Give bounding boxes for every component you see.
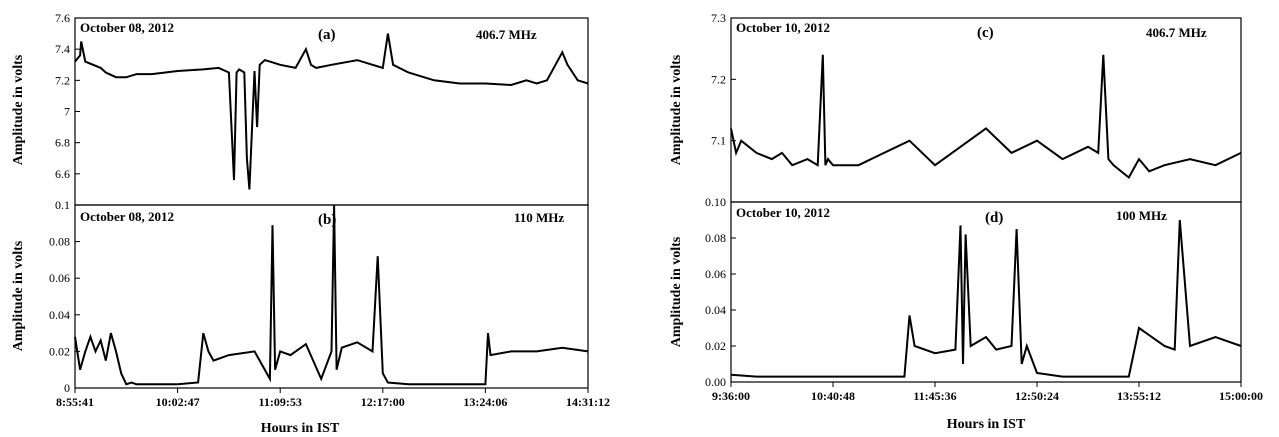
- xtick-label: 10:40:48: [811, 389, 855, 403]
- panel-a-date: October 08, 2012: [80, 20, 174, 35]
- ytick-label: 6.8: [55, 136, 70, 150]
- panel-c-ylabel: Amplitude in volts: [669, 54, 684, 165]
- panel-b: 0 0.02 0.04 0.06 0.08 0.1 8:55:41 10:02:47 11:09…: [11, 198, 610, 409]
- xtick-label: 13:24:06: [463, 395, 507, 409]
- panel-d-ticks: 0.00 0.02 0.04 0.06 0.08 0.10 9:36:00 10:40:48 1…: [705, 195, 1263, 403]
- ytick-label: 0.10: [705, 195, 726, 209]
- xtick-label: 12:17:00: [361, 395, 405, 409]
- left-xlabel: Hours in IST: [261, 421, 340, 436]
- ytick-label: 7.3: [711, 11, 726, 25]
- ytick-label: 0.04: [705, 303, 726, 317]
- panel-d-frame: [730, 201, 1242, 383]
- xtick-label: 15:00:00: [1219, 389, 1263, 403]
- ytick-label: 0.04: [49, 308, 70, 322]
- xtick-label: 13:55:12: [1117, 389, 1161, 403]
- panel-c-yticks: 7.1 7.2 7.3: [711, 11, 736, 148]
- panel-a-label: (a): [318, 27, 336, 43]
- xtick-label: 8:55:41: [56, 395, 94, 409]
- ytick-label: 0.1: [55, 198, 70, 212]
- ytick-label: 0.08: [49, 235, 70, 249]
- panel-c-series-line: [730, 54, 1242, 180]
- xtick-label: 10:02:47: [156, 395, 200, 409]
- ytick-label: 0.06: [49, 271, 70, 285]
- panel-c-frequency: 406.7 MHz: [1146, 25, 1207, 40]
- ytick-label: 0.08: [705, 231, 726, 245]
- panel-d: 0.00 0.02 0.04 0.06 0.08 0.10 9:36:00 10:40:48 1…: [669, 195, 1263, 403]
- panel-b-ylabel: Amplitude in volts: [11, 240, 26, 351]
- panel-b-ticks: 0 0.02 0.04 0.06 0.08 0.1 8:55:41 10:02:47 11:09…: [49, 198, 610, 409]
- panel-a-frame: [74, 17, 589, 206]
- ytick-label: 7.2: [55, 73, 70, 87]
- ytick-label: 0.02: [705, 339, 726, 353]
- panel-b-frame: [74, 204, 589, 389]
- ytick-label: 0: [64, 381, 70, 395]
- xtick-label: 14:31:12: [566, 395, 610, 409]
- panel-d-label: (d): [985, 210, 1003, 226]
- panel-d-frequency: 100 MHz: [1116, 208, 1167, 223]
- xtick-label: 11:09:53: [259, 395, 302, 409]
- ytick-label: 0.06: [705, 267, 726, 281]
- panel-a-series-line: [74, 33, 589, 190]
- panel-b-series-line: [74, 204, 589, 386]
- panel-a-frequency: 406.7 MHz: [476, 27, 537, 42]
- panel-c: 7.1 7.2 7.3 October 10, 2012 (c) 406.7 MHz…: [669, 11, 1242, 203]
- ytick-label: 7: [64, 105, 70, 119]
- panel-d-series-line: [730, 219, 1242, 378]
- xtick-label: 9:36:00: [712, 389, 750, 403]
- xtick-label: 11:45:36: [913, 389, 956, 403]
- ytick-label: 0.00: [705, 375, 726, 389]
- xtick-label: 12:50:24: [1015, 389, 1059, 403]
- panel-d-ylabel: Amplitude in volts: [669, 236, 684, 347]
- panel-b-date: October 08, 2012: [80, 209, 174, 224]
- panel-a: 6.6 6.8 7 7.2 7.4 7.6 October 08, 2012 (a) 40…: [11, 11, 589, 206]
- panel-d-date: October 10, 2012: [736, 205, 830, 220]
- panel-b-label: (b): [318, 212, 336, 228]
- panel-c-frame: [730, 17, 1242, 203]
- panel-a-yticks: 6.6 6.8 7 7.2 7.4 7.6: [55, 11, 80, 181]
- panel-a-ylabel: Amplitude in volts: [11, 54, 26, 165]
- panel-c-label: (c): [977, 25, 994, 41]
- ytick-label: 7.6: [55, 11, 70, 25]
- panel-b-frequency: 110 MHz: [514, 210, 564, 225]
- ytick-label: 7.2: [711, 72, 726, 86]
- ytick-label: 7.1: [711, 134, 726, 148]
- ytick-label: 6.6: [55, 167, 70, 181]
- ytick-label: 7.4: [55, 42, 70, 56]
- panel-c-date: October 10, 2012: [736, 20, 830, 35]
- ytick-label: 0.02: [49, 344, 70, 358]
- right-xlabel: Hours in IST: [947, 417, 1026, 432]
